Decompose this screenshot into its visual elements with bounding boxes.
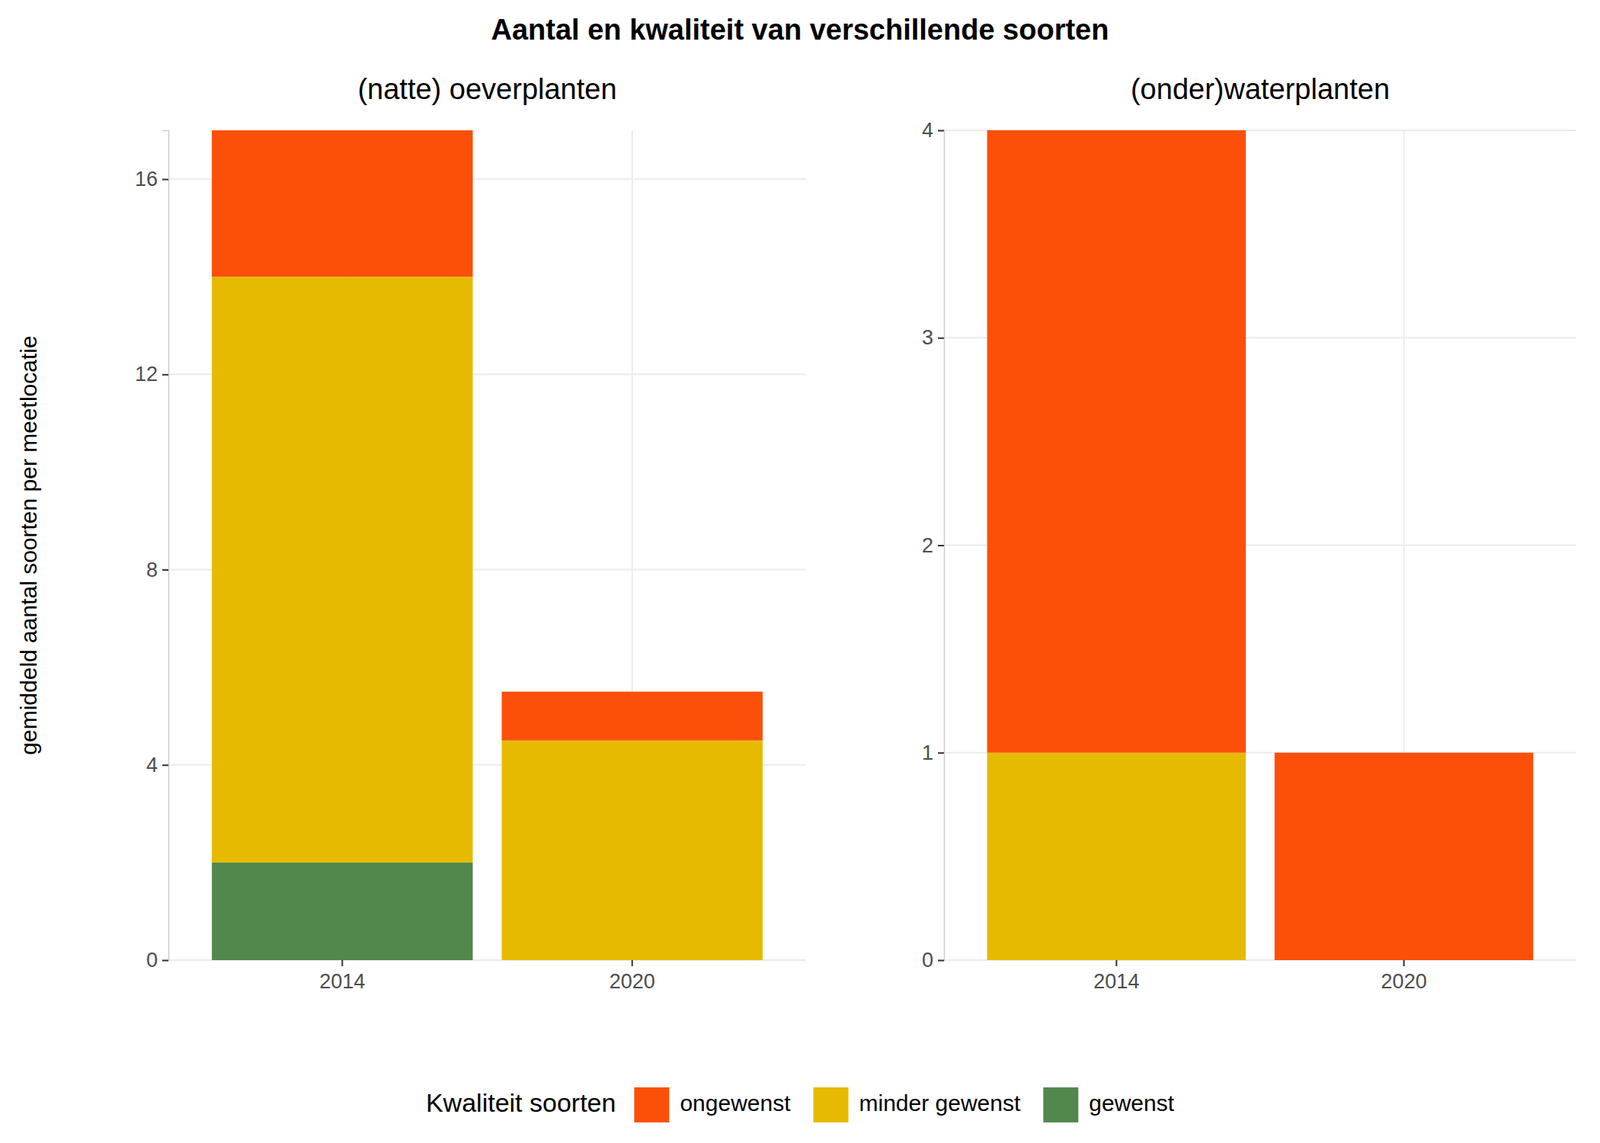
legend-title: Kwaliteit soorten (425, 1088, 616, 1117)
tick-label: 4 (146, 753, 158, 777)
tick: 4 (921, 118, 944, 142)
bar: ongewenst (211, 130, 473, 277)
tick: 12 (134, 362, 169, 386)
bars: gewenstminder gewenstongewenstgewenstmin… (211, 130, 763, 960)
legend-swatch (1043, 1087, 1079, 1123)
tick-mark (937, 130, 944, 132)
tick: 8 (146, 558, 169, 582)
axis-line (169, 960, 807, 967)
tick: 1 (921, 741, 944, 765)
axis-line (937, 131, 945, 961)
axis-line (162, 131, 170, 961)
tick-mark (162, 374, 169, 376)
legend-swatch (633, 1087, 669, 1123)
tick: 2014 (1093, 960, 1140, 993)
legend-item: ongewenst (633, 1087, 791, 1123)
tick-label: 16 (134, 167, 158, 191)
legend-item: minder gewenst (813, 1087, 1021, 1123)
tick-mark (937, 960, 944, 962)
bar: ongewenst (502, 691, 763, 741)
bar: gewenst (211, 862, 473, 960)
legend-item: gewenst (1043, 1087, 1175, 1123)
y-axis-title: gemiddeld aantal soorten per meetlocatie (16, 335, 42, 755)
subtitle: (onder)waterplanten (1130, 73, 1390, 106)
tick-label: 1 (921, 741, 934, 765)
tick-mark (162, 179, 169, 181)
bar: ongewenst (1274, 752, 1534, 960)
tick: 16 (134, 167, 169, 191)
tick-label: 2 (921, 534, 934, 557)
tick: 4 (146, 753, 169, 777)
y-axis: 0 1 2 3 4 (921, 118, 945, 972)
panel: (onder)waterplanten gewenstminder gewenst… (921, 73, 1578, 993)
y-axis: 0 4 8 12 16 (134, 131, 170, 973)
tick-label: 0 (146, 948, 158, 972)
tick: 3 (921, 326, 944, 349)
tick-mark (162, 960, 169, 962)
tick: 2 (921, 534, 944, 557)
tick-mark (162, 764, 169, 766)
tick: 2014 (319, 960, 365, 993)
tick-mark (341, 960, 343, 967)
tick: 0 (921, 948, 944, 972)
tick-mark (937, 337, 944, 340)
tick-label: 0 (921, 948, 934, 972)
tick: 2020 (609, 960, 656, 993)
grid (944, 130, 1577, 960)
tick-label: 2014 (319, 969, 365, 993)
tick-mark (631, 960, 634, 967)
tick-mark (1115, 960, 1117, 967)
tick-label: 8 (146, 558, 158, 582)
tick-label: 2020 (609, 969, 656, 993)
tick-label: 4 (921, 118, 934, 142)
tick-label: 2020 (1381, 969, 1428, 993)
tick: 0 (146, 948, 169, 972)
subtitle: (natte) oeverplanten (357, 73, 617, 106)
grid (168, 130, 807, 960)
legend: Kwaliteit soorten ongewenst minder gewenst… (425, 1087, 1175, 1123)
bar: ongewenst (987, 130, 1247, 753)
tick-label: 3 (921, 326, 934, 349)
chart: Aantal en kwaliteit van verschillende so… (0, 0, 1600, 1143)
tick: 2020 (1381, 960, 1428, 993)
bars: gewenstminder gewenstongewenstgewenstmin… (987, 130, 1534, 960)
panel: (natte) oeverplantengewenstminder gewens… (134, 73, 807, 993)
axis-line (944, 960, 1578, 967)
legend-label: minder gewenst (859, 1090, 1021, 1116)
bar: minder gewenst (987, 752, 1247, 960)
legend-label: ongewenst (679, 1090, 791, 1116)
legend-label: gewenst (1088, 1090, 1175, 1116)
tick-mark (937, 752, 944, 754)
legend-swatch (813, 1087, 849, 1123)
bar: minder gewenst (211, 276, 473, 863)
tick-mark (162, 569, 169, 571)
tick-label: 12 (134, 362, 158, 386)
tick-mark (937, 544, 944, 547)
tick-mark (1403, 960, 1405, 967)
title: Aantal en kwaliteit van verschillende so… (491, 13, 1110, 46)
x-axis: 2014 2020 (169, 960, 807, 993)
tick-label: 2014 (1093, 969, 1140, 993)
bar: minder gewenst (502, 740, 763, 960)
x-axis: 2014 2020 (944, 960, 1578, 993)
